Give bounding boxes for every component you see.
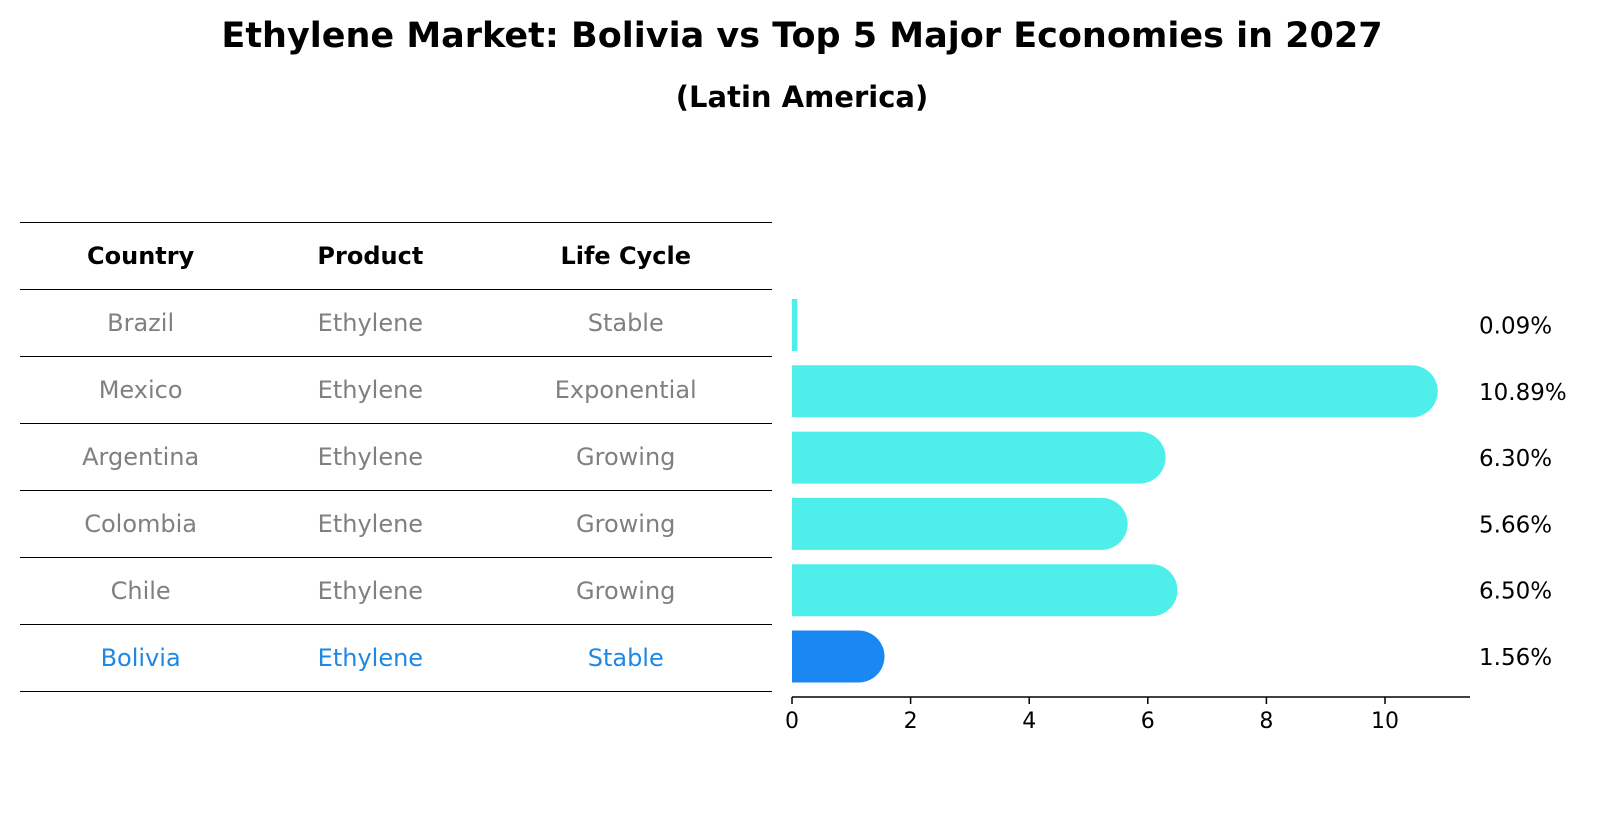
data-label: 6.30% [1479,446,1552,472]
table-row: Brazil Ethylene Stable [20,289,772,357]
cell-product: Ethylene [261,289,480,357]
bar-argentina [792,431,1166,484]
bar-colombia [792,497,1128,550]
cell-product: Ethylene [261,423,480,491]
cell-country: Brazil [20,289,262,357]
cell-life-cycle: Stable [479,289,772,357]
table-row: Mexico Ethylene Exponential [20,356,772,424]
table-row: Colombia Ethylene Growing [20,490,772,558]
x-tick-label: 6 [1141,709,1155,734]
cell-life-cycle: Growing [479,557,772,625]
x-tick-label: 10 [1371,709,1399,734]
table-header-row: Country Product Life Cycle [20,222,772,290]
data-label: 6.50% [1479,579,1552,605]
x-tick-label: 2 [904,709,918,734]
cell-product: Ethylene [261,490,480,558]
data-label: 1.56% [1479,645,1552,671]
column-header-product: Product [261,222,480,290]
cell-country: Bolivia [20,624,262,692]
data-table: Country Product Life Cycle Brazil Ethyle… [20,222,772,692]
x-tick-label: 4 [1022,709,1036,734]
x-tick-label: 8 [1259,709,1273,734]
data-label: 5.66% [1479,512,1552,538]
column-header-life-cycle: Life Cycle [479,222,772,290]
x-tick-label: 0 [785,709,799,734]
chart-subtitle: (Latin America) [675,80,929,114]
table-row: Argentina Ethylene Growing [20,423,772,491]
chart-title: Ethylene Market: Bolivia vs Top 5 Major … [221,16,1383,56]
cell-country: Argentina [20,423,262,491]
column-header-country: Country [20,222,262,290]
cell-country: Colombia [20,490,262,558]
cell-life-cycle: Exponential [479,356,772,424]
table-row: Chile Ethylene Growing [20,557,772,625]
cell-product: Ethylene [261,356,480,424]
data-label: 0.09% [1479,314,1552,340]
cell-life-cycle: Growing [479,423,772,491]
bar-bolivia [792,630,885,683]
cell-product: Ethylene [261,557,480,625]
cell-country: Mexico [20,356,262,424]
data-label: 10.89% [1479,380,1567,406]
cell-life-cycle: Stable [479,624,772,692]
bar-mexico [792,365,1438,418]
cell-product: Ethylene [261,624,480,692]
cell-country: Chile [20,557,262,625]
table-row-highlighted: Bolivia Ethylene Stable [20,624,772,692]
bar-brazil [792,299,798,351]
bar-chile [792,564,1178,617]
cell-life-cycle: Growing [479,490,772,558]
